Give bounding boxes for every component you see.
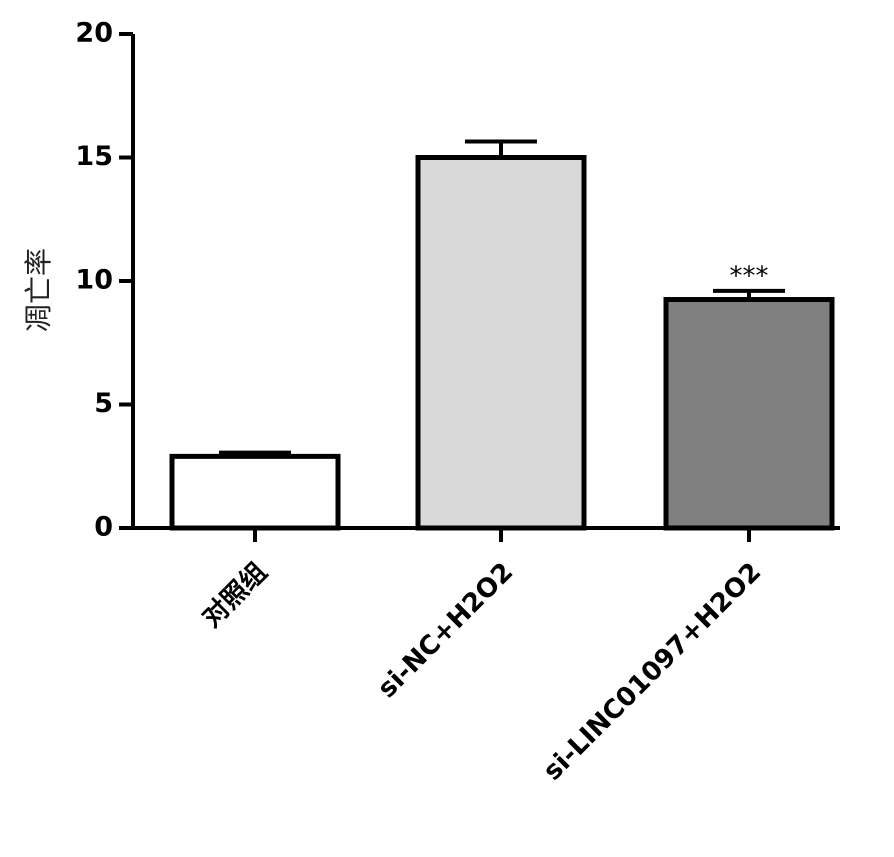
x-tick-label: 对照组 [196, 556, 273, 633]
bar [415, 155, 587, 531]
y-axis-label: 凋亡率 [22, 248, 55, 332]
y-tick-label: 0 [94, 512, 113, 543]
y-tick-label: 5 [94, 388, 113, 419]
x-tick-label: si-LINC01097+H2O2 [538, 557, 767, 786]
y-tick-label: 10 [75, 265, 113, 296]
annotation: *** [730, 261, 769, 291]
x-tick-label: si-NC+H2O2 [372, 557, 519, 704]
y-tick-label: 20 [75, 18, 113, 49]
bar [663, 297, 835, 531]
bar [169, 453, 341, 531]
y-tick-label: 15 [75, 141, 113, 172]
